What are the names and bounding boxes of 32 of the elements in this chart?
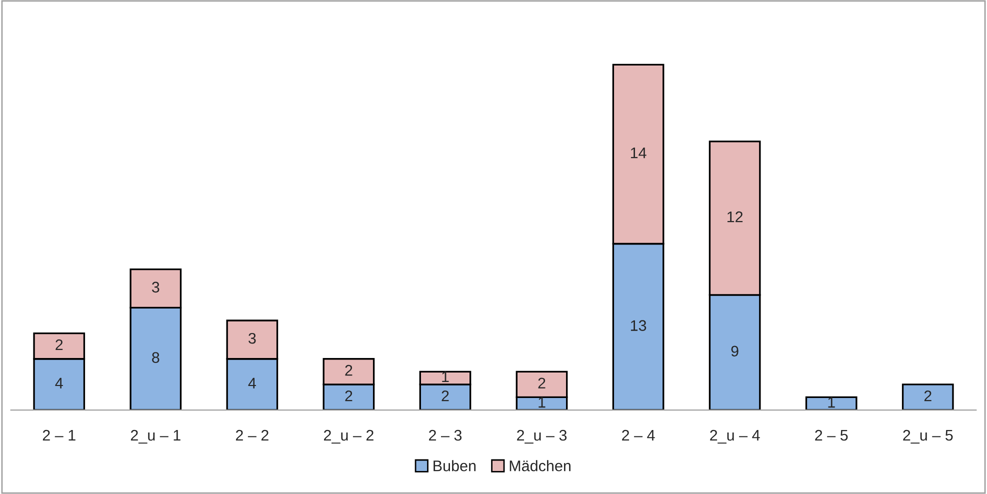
data-label: 12 [727,211,743,222]
data-label: 4 [248,378,256,388]
legend-label: Buben [434,460,476,472]
x-tick-label: 2_u – 1 [130,430,180,444]
x-tick-label: 2 – 1 [42,430,76,441]
x-tick-label: 2_u – 4 [710,430,760,444]
data-label: 2 [924,390,932,402]
data-label: 4 [55,378,63,388]
bar [902,384,954,410]
bar [805,396,858,410]
data-label: 3 [248,332,256,344]
x-tick-label: 2_u – 2 [324,430,374,444]
data-label: 8 [152,352,160,363]
x-tick-label: 2_u – 3 [517,430,567,444]
data-label: 9 [731,346,738,357]
x-tick-label: 2_u – 5 [903,430,953,444]
data-label: 2 [345,364,352,376]
data-label: 1 [828,397,835,408]
x-tick-label: 2 – 4 [622,430,655,441]
data-label: 2 [442,390,449,402]
x-tick-label: 2 – 3 [429,430,462,441]
data-label: 2 [56,339,63,350]
data-label: 2 [538,378,546,388]
x-tick-label: 2 – 2 [236,430,268,441]
data-label: 3 [152,282,160,293]
data-label: 13 [630,320,646,331]
x-tick-label: 2 – 5 [815,430,848,441]
data-label: 1 [442,371,449,382]
data-label: 1 [538,397,546,408]
data-label: 2 [345,390,352,402]
data-label: 14 [630,148,646,158]
legend-label: Mädchen [510,460,570,472]
